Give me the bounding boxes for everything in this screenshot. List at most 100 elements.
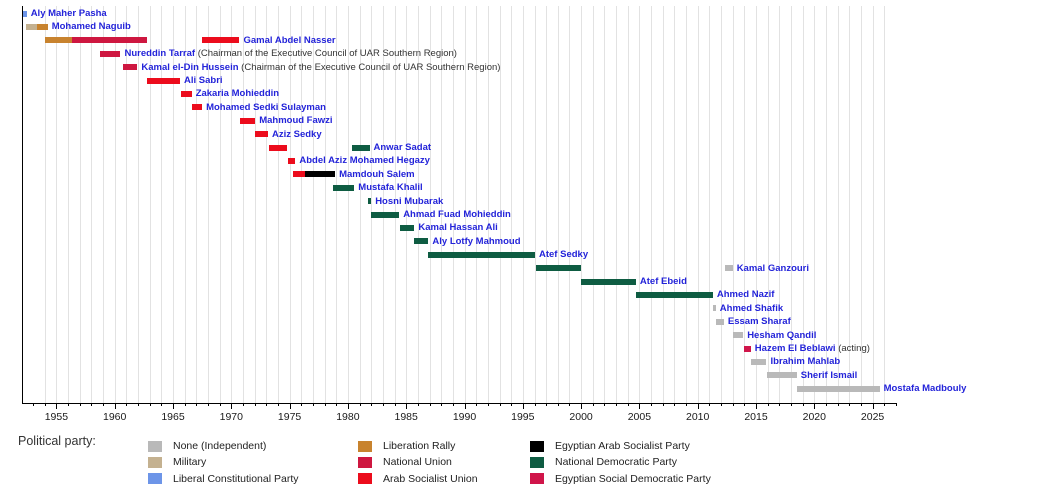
x-tick bbox=[359, 403, 361, 406]
gridline bbox=[196, 6, 198, 403]
bar-aziz-sedky bbox=[255, 131, 268, 138]
x-tick bbox=[406, 403, 408, 409]
x-tick bbox=[289, 403, 291, 409]
legend-swatch bbox=[358, 456, 372, 468]
bar-anwar-sadat bbox=[352, 144, 370, 151]
gridline bbox=[709, 6, 711, 403]
pm-name: Mostafa Madbouly bbox=[883, 383, 967, 395]
x-tick bbox=[895, 403, 897, 406]
gridline bbox=[639, 6, 641, 403]
pm-name: Hesham Qandil bbox=[747, 329, 817, 341]
x-tick bbox=[837, 403, 839, 406]
x-tick-label: 1965 bbox=[161, 411, 185, 423]
x-tick bbox=[254, 403, 256, 406]
legend: Political party: None (Independent) Milit… bbox=[0, 430, 1050, 492]
bar-atef-sedky bbox=[428, 251, 536, 258]
x-tick bbox=[452, 403, 454, 406]
x-tick-label: 1970 bbox=[219, 411, 243, 423]
gridline bbox=[243, 6, 244, 403]
gridline bbox=[732, 6, 734, 403]
gridline bbox=[837, 6, 839, 403]
gridline bbox=[592, 6, 594, 403]
x-tick-label: 1980 bbox=[336, 411, 360, 423]
legend-label: Liberation Rally bbox=[383, 440, 456, 452]
row-label-mahmoud-fawzi: Mahmoud Fawzi bbox=[259, 115, 332, 126]
legend-item-egyptian-arab-socialist-party: Egyptian Arab Socialist Party bbox=[530, 440, 690, 452]
x-tick bbox=[347, 403, 349, 409]
row-label-kamal-hassan-ali: Kamal Hassan Ali bbox=[418, 222, 497, 233]
pm-qualifier: (Chairman of the Executive Council of UA… bbox=[195, 48, 457, 60]
gridline bbox=[814, 6, 816, 403]
x-tick-label: 2020 bbox=[802, 411, 826, 423]
gridline bbox=[277, 6, 279, 403]
legend-label: Egyptian Social Democratic Party bbox=[555, 472, 711, 485]
gridline bbox=[662, 6, 664, 403]
x-tick bbox=[429, 403, 431, 406]
legend-item-arab-socialist-union: Arab Socialist Union bbox=[358, 473, 478, 485]
legend-item-none-independent: None (Independent) bbox=[148, 440, 266, 452]
x-tick bbox=[487, 403, 489, 406]
pm-name: Ahmed Nazif bbox=[716, 289, 775, 301]
gridline bbox=[779, 6, 781, 403]
bar-mustafa-khalil bbox=[333, 184, 355, 191]
row-label-aly-maher-pasha: Aly Maher Pasha bbox=[31, 8, 107, 19]
x-tick bbox=[581, 403, 583, 409]
x-tick bbox=[709, 403, 711, 406]
pm-name: Ibrahim Mahlab bbox=[770, 356, 841, 368]
bar-zakaria-mohieddin bbox=[181, 90, 192, 97]
row-label-ibrahim-mahlab: Ibrahim Mahlab bbox=[771, 356, 841, 367]
x-tick bbox=[534, 403, 536, 406]
pm-name: Mohamed Sedki Sulayman bbox=[206, 101, 326, 113]
x-tick bbox=[849, 403, 851, 406]
bar-abdel-aziz-mohamed-hegazy bbox=[287, 157, 296, 164]
gridline bbox=[721, 6, 722, 403]
legend-item-egyptian-social-democratic-party: Egyptian Social Democratic Party bbox=[530, 473, 711, 485]
legend-swatch bbox=[358, 440, 372, 452]
gridline bbox=[744, 6, 746, 403]
gridline bbox=[802, 6, 804, 403]
legend-label: Egyptian Arab Socialist Party bbox=[555, 440, 690, 452]
gridline bbox=[44, 6, 46, 403]
y-axis-line bbox=[22, 6, 23, 403]
x-tick bbox=[184, 403, 186, 406]
gridline bbox=[546, 6, 548, 403]
x-tick bbox=[91, 403, 93, 406]
x-tick bbox=[371, 403, 373, 406]
gridline bbox=[301, 6, 303, 403]
bar-mohamed-sedki-sulayman bbox=[192, 104, 203, 111]
x-tick bbox=[569, 403, 571, 406]
legend-swatch bbox=[358, 473, 372, 485]
gridline bbox=[254, 6, 256, 403]
bar-hazem-el-beblawi bbox=[743, 345, 751, 352]
x-tick bbox=[767, 403, 769, 406]
x-tick bbox=[336, 403, 338, 406]
pm-name: Zakaria Mohieddin bbox=[195, 88, 280, 100]
gridline bbox=[173, 6, 174, 403]
row-label-anwar-sadat: Anwar Sadat bbox=[374, 142, 432, 153]
gridline bbox=[149, 6, 151, 403]
x-tick bbox=[522, 403, 524, 409]
x-tick bbox=[604, 403, 606, 406]
x-tick-label: 2010 bbox=[686, 411, 710, 423]
x-tick bbox=[639, 403, 641, 409]
pm-name: Gamal Abdel Nasser bbox=[243, 34, 336, 46]
pm-name: Aly Maher Pasha bbox=[30, 8, 107, 19]
gridline bbox=[534, 6, 536, 403]
x-tick bbox=[219, 403, 221, 406]
x-tick-label: 1985 bbox=[394, 411, 418, 423]
x-tick bbox=[756, 403, 757, 409]
pm-name: Mohamed Naguib bbox=[51, 21, 131, 33]
bar-kamal-el-din-hussein bbox=[123, 64, 138, 71]
bar-anwar-sadat bbox=[268, 144, 288, 151]
gridline bbox=[417, 6, 419, 403]
x-tick bbox=[872, 403, 874, 409]
gridline bbox=[616, 6, 618, 403]
row-label-nureddin-tarraf: Nureddin Tarraf (Chairman of the Executi… bbox=[125, 48, 457, 59]
gridline bbox=[849, 6, 851, 403]
gridline bbox=[860, 6, 862, 403]
pm-name: Anwar Sadat bbox=[373, 142, 432, 153]
pm-name: Nureddin Tarraf bbox=[124, 48, 196, 60]
gridline bbox=[884, 6, 886, 403]
legend-swatch bbox=[530, 473, 544, 485]
bar-mohamed-naguib bbox=[26, 23, 38, 30]
